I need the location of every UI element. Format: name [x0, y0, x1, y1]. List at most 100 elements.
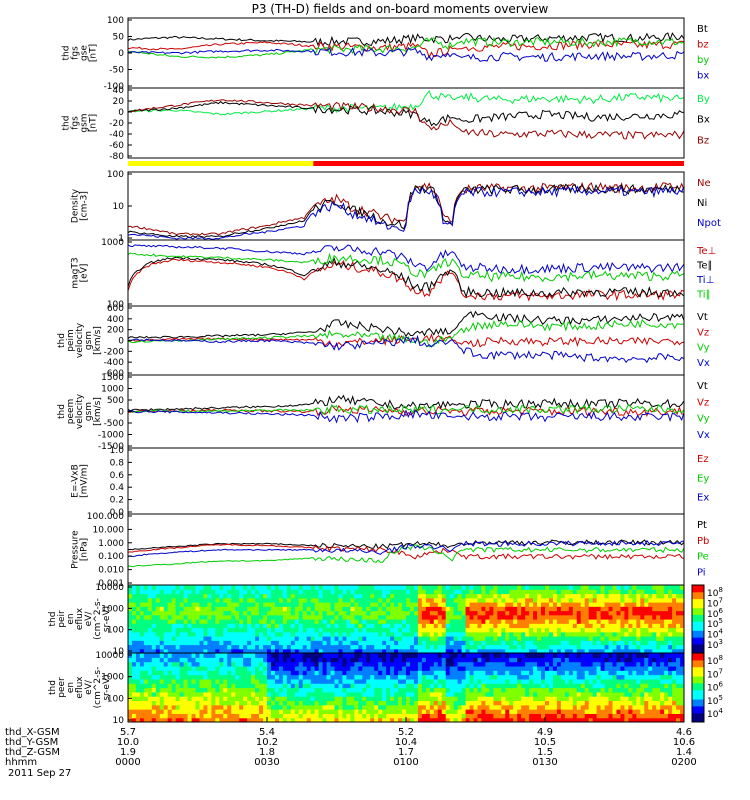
panel-frame — [127, 447, 685, 515]
y-tick-label: 0.001 — [98, 579, 124, 589]
y-axis-label: eflux — [75, 676, 85, 699]
x-tick-label: 0030 — [254, 757, 279, 768]
y-axis-label: sr-eV) — [102, 674, 112, 700]
y-tick-label: 0 — [118, 108, 124, 118]
x-tick-label: 10.5 — [534, 737, 556, 748]
series-Bx — [128, 100, 684, 127]
y-tick-label: 1000 — [101, 673, 124, 683]
y-axis-label: gsm — [80, 113, 90, 132]
y-axis-label: eV/ — [84, 611, 94, 627]
y-axis-label: en — [66, 682, 76, 693]
series-Pi — [128, 539, 684, 558]
spectrogram-ion_spectrogram — [128, 585, 684, 653]
legend-Vz: Vz — [697, 327, 709, 338]
y-axis-label: [km/s] — [93, 326, 103, 355]
y-tick-label: 1.000 — [98, 539, 124, 549]
y-tick-label: 100 — [107, 694, 124, 704]
legend-bz: bz — [697, 40, 709, 51]
y-tick-label: 100 — [107, 170, 124, 180]
legend-bx: bx — [697, 71, 709, 82]
panel-temperature: Te⊥ Te∥ Ti⊥ Ti∥ 1000 100 magT3 [eV] — [71, 238, 717, 310]
legend-Vt: Vt — [697, 381, 708, 392]
y-tick-label: 0 — [118, 337, 124, 347]
legend-Ez: Ez — [697, 454, 709, 465]
y-axis-label: thd — [57, 404, 67, 419]
panel-density: Ne Ni Npot 100 10 1 Density [cm-3] — [71, 170, 721, 244]
series-Bt — [128, 32, 684, 47]
y-tick-label: 0.0 — [110, 508, 125, 518]
y-tick-label: 20 — [113, 97, 125, 107]
legend-Ti: Ti⊥ — [696, 275, 714, 286]
spectrogram-electron_spectrogram — [128, 653, 684, 722]
legend-By: By — [697, 94, 710, 105]
legend-Bt: Bt — [697, 24, 708, 35]
series-Vz — [128, 333, 684, 348]
x-row-label: thd_Y-GSM — [5, 737, 58, 748]
y-tick-label: 1500 — [101, 373, 124, 383]
y-axis-label: thd — [57, 333, 67, 348]
plot-title: P3 (TH-D) fields and on-board moments ov… — [252, 2, 549, 16]
y-axis-label: [cm-3] — [80, 191, 90, 221]
legend-Pe: Pe — [697, 552, 709, 563]
colorbar-tick: 104 — [707, 707, 723, 720]
y-tick-label: -200 — [104, 347, 125, 357]
colorbar-tick: 106 — [707, 681, 723, 694]
x-tick-label: 1.4 — [676, 747, 692, 758]
panel-fgs_gse: Bt bz by bx 100 50 0 -50 -100 thd fgs gse [nT] — [62, 16, 710, 92]
y-tick-label: 40 — [113, 86, 125, 96]
y-tick-label: 100 — [107, 16, 124, 26]
y-axis-label: [nT] — [89, 44, 99, 62]
series-lines — [128, 32, 684, 62]
y-tick-label: 10.000 — [93, 525, 125, 535]
y-axis-label: peir — [57, 610, 67, 628]
series-Vx — [128, 334, 684, 364]
y-axis-label: E=-VxB — [71, 464, 81, 498]
y-tick-label: -100 — [104, 82, 125, 92]
series-lines — [128, 539, 684, 568]
y-tick-label: -50 — [109, 66, 124, 76]
y-tick-label: 0.2 — [110, 496, 124, 506]
y-tick-label: 100.000 — [87, 512, 124, 522]
x-tick-label: 10.0 — [117, 737, 139, 748]
x-row-label: thd_Z-GSM — [5, 747, 60, 758]
y-tick-label: -400 — [104, 358, 125, 368]
y-axis-label: fgs — [71, 116, 81, 130]
date-label: 2011 Sep 27 — [8, 768, 71, 779]
y-tick-label: -40 — [109, 130, 124, 140]
legend-Vz: Vz — [697, 397, 709, 408]
y-axis-label: [nPa] — [80, 538, 90, 561]
legend-Bx: Bx — [697, 115, 710, 126]
y-axis-label: [nT] — [89, 114, 99, 132]
legend-Vy: Vy — [697, 414, 710, 425]
panel-pressure: Pt Pb Pe Pi 100.000 10.000 1.000 0.100 0.010 0.00… — [71, 512, 710, 589]
y-axis-label: [mV/m] — [80, 464, 90, 498]
y-tick-label: 50 — [113, 33, 125, 43]
legend-Te: Te∥ — [696, 261, 713, 272]
y-tick-label: 100 — [107, 626, 124, 636]
x-row-label: hhmm — [5, 757, 37, 768]
y-tick-label: 0.010 — [98, 566, 124, 576]
y-tick-label: 10000 — [95, 583, 124, 593]
y-tick-label: 1000 — [101, 604, 124, 614]
y-tick-label: 200 — [107, 326, 124, 336]
x-tick-label: 5.7 — [120, 727, 136, 738]
y-tick-label: 10 — [113, 647, 125, 657]
legend-Ex: Ex — [697, 493, 709, 504]
series-Vy — [128, 403, 684, 415]
legend-Ni: Ni — [697, 198, 707, 209]
y-tick-label: -600 — [104, 369, 125, 379]
legend-Ne: Ne — [697, 178, 711, 189]
y-axis-label: peer — [57, 677, 67, 698]
y-axis-label: thd — [48, 612, 58, 627]
status-segment-yellow — [128, 161, 314, 166]
x-tick-label: 0100 — [393, 757, 418, 768]
y-tick-label: 500 — [107, 396, 124, 406]
y-axis-label: velocity — [75, 393, 85, 429]
y-tick-label: 600 — [107, 304, 124, 314]
y-tick-label: -60 — [109, 141, 124, 151]
